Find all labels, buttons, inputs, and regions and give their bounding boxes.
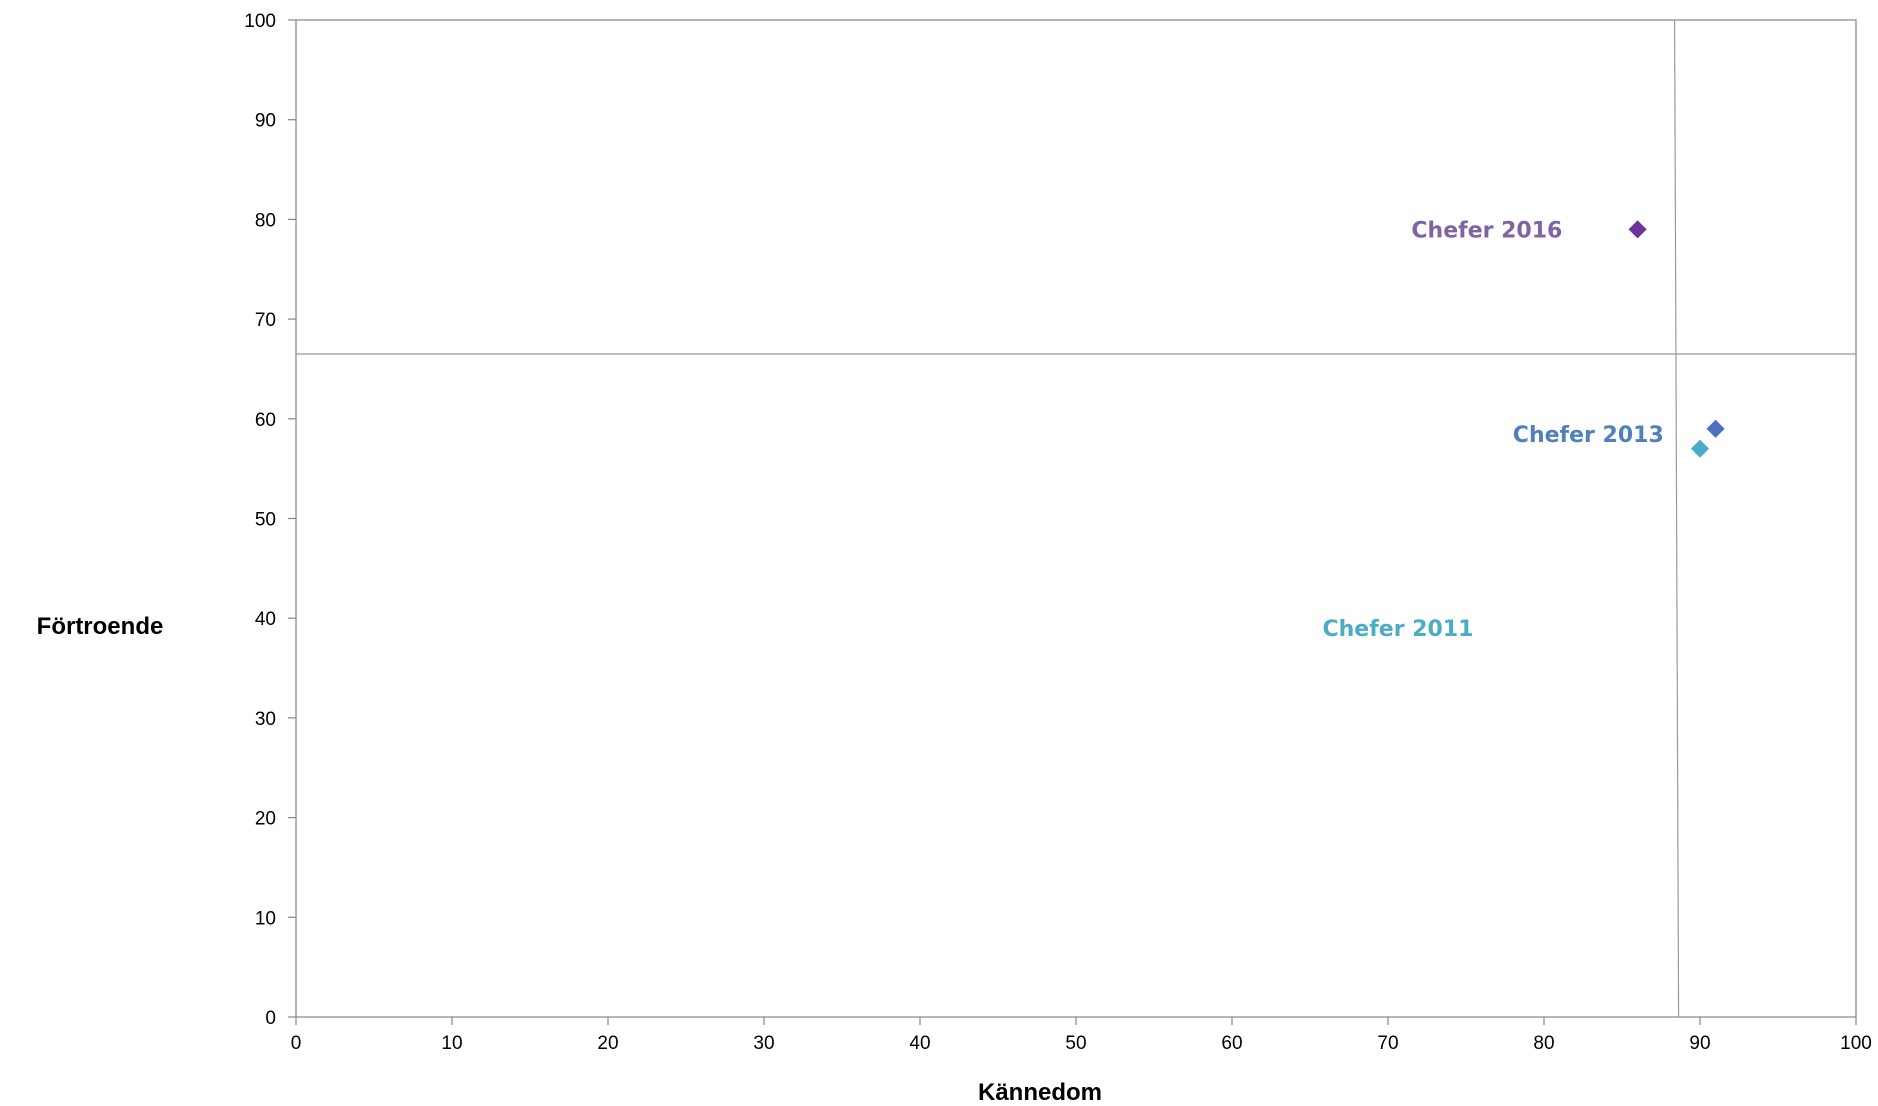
y-tick-label: 10 [255, 908, 276, 929]
data-points [1628, 220, 1725, 458]
x-tick-label: 70 [1377, 1033, 1398, 1054]
x-tick-label: 80 [1533, 1033, 1554, 1054]
x-tick-label: 40 [909, 1033, 930, 1054]
x-tick-label: 0 [291, 1033, 302, 1054]
y-tick-label: 20 [255, 809, 276, 830]
y-tick-label: 100 [244, 11, 276, 32]
y-tick-label: 60 [255, 410, 276, 431]
x-tick-label: 10 [441, 1033, 462, 1054]
y-tick-label: 0 [265, 1008, 276, 1029]
point-label-chefer-2013: Chefer 2013 [1513, 423, 1664, 448]
x-axis-title: Kännedom [978, 1079, 1102, 1106]
x-tick-label: 50 [1065, 1033, 1086, 1054]
plot-area-border [295, 19, 1857, 1018]
y-tick-label: 70 [255, 310, 276, 331]
vertical-reference-line [1673, 19, 1680, 1018]
x-tick-label: 60 [1221, 1033, 1242, 1054]
data-point-chefer-2016 [1628, 220, 1647, 239]
y-tick-label: 90 [255, 111, 276, 132]
chart-axes: 0 10 20 30 40 50 60 70 80 90 100 0 10 20 30 40 50 60 70 80 9… [244, 11, 1872, 1054]
x-tick-label: 30 [753, 1033, 774, 1054]
data-point-chefer-2013 [1706, 419, 1725, 438]
point-label-chefer-2011: Chefer 2011 [1322, 617, 1473, 642]
y-tick-label: 30 [255, 709, 276, 730]
y-tick-label: 50 [255, 510, 276, 531]
reference-lines [296, 19, 1856, 1018]
x-tick-label: 100 [1840, 1033, 1872, 1054]
x-tick-label: 20 [597, 1033, 618, 1054]
data-point-chefer-2011 [1690, 439, 1710, 458]
y-tick-label: 40 [255, 609, 276, 630]
y-axis-title: Förtroende [37, 613, 164, 640]
point-labels: Chefer 2016 Chefer 2013 Chefer 2011 [1322, 218, 1663, 642]
x-tick-label: 90 [1689, 1033, 1710, 1054]
y-tick-label: 80 [255, 210, 276, 231]
point-label-chefer-2016: Chefer 2016 [1411, 218, 1562, 243]
